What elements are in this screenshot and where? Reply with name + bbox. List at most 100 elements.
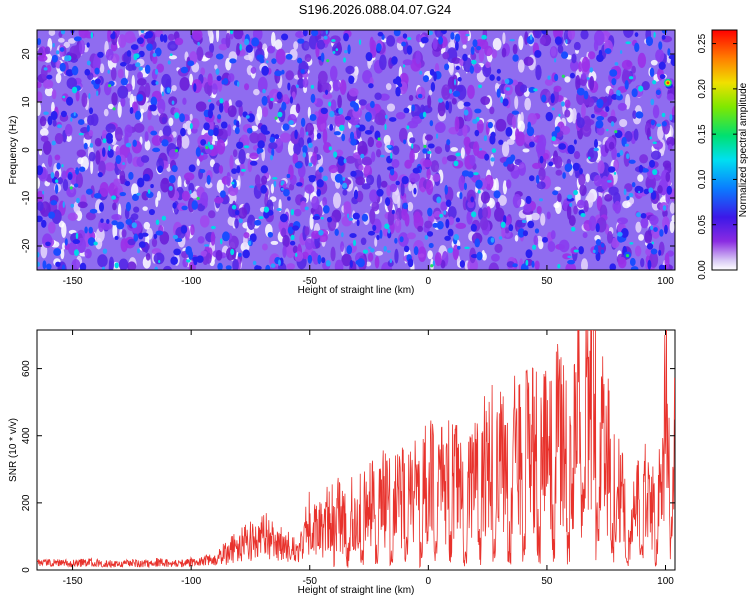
spectrogram-blob — [472, 39, 478, 48]
spectrogram-blob — [317, 70, 328, 85]
spectrogram-blob — [608, 141, 615, 150]
spectrogram-blob — [295, 84, 299, 88]
spectrogram-blob — [42, 140, 52, 155]
spectrogram-blob — [511, 110, 520, 115]
spectrogram-blob — [217, 262, 223, 270]
spectrogram-blob — [511, 115, 517, 129]
spectrogram-blob — [64, 238, 68, 246]
spectrogram-blob — [528, 86, 536, 93]
spectrogram-blob — [391, 209, 395, 215]
spectrogram-blob — [296, 182, 303, 187]
spectrogram-blob — [339, 176, 344, 185]
spectrogram-blob — [205, 252, 212, 265]
spectrogram-gap — [657, 125, 664, 141]
spectrogram-blob — [512, 54, 519, 62]
spectrogram-blob — [231, 204, 237, 210]
spectrogram-blob — [161, 177, 169, 185]
spectrogram-gap — [57, 37, 65, 43]
spectrogram-blob — [168, 175, 176, 184]
spectrogram-blob — [297, 57, 303, 64]
spectrogram-blob — [76, 197, 80, 204]
spectrogram-blob — [282, 234, 290, 248]
spectrogram-blob — [432, 222, 439, 228]
spectrogram-blob — [368, 83, 374, 89]
spectrogram-blob — [490, 157, 495, 162]
spectrogram-blob — [643, 188, 650, 195]
spectrogram-blob — [500, 221, 506, 228]
spectrogram-blob — [557, 44, 564, 54]
spectrogram-blob — [595, 238, 602, 246]
spectrogram-blob — [406, 232, 416, 240]
spectrogram-blob — [44, 46, 51, 55]
spectrogram-blob — [329, 65, 338, 81]
spectrogram-blob — [664, 252, 670, 269]
spectrogram-blob — [43, 111, 49, 116]
spectrogram-blob — [43, 67, 48, 71]
spectrogram-blob — [213, 162, 221, 174]
spectrogram-gap — [481, 252, 487, 261]
spectrogram-blob — [70, 203, 74, 208]
spectrogram-blob — [407, 37, 412, 41]
spectrogram-blob — [47, 115, 53, 126]
spectrogram-blob — [646, 242, 654, 250]
spectrogram-blob — [546, 211, 551, 220]
spectrogram-gap — [253, 88, 260, 96]
spectrogram-blob — [308, 174, 317, 180]
spectrogram-blob — [84, 68, 91, 76]
spectrogram-blob — [554, 58, 557, 63]
snr-frame — [36, 329, 676, 571]
spectrogram-blob — [228, 235, 239, 250]
spectrogram-blob — [138, 66, 143, 71]
spectrogram-blob — [115, 154, 122, 165]
spectrogram-blob — [611, 78, 617, 86]
spectrogram-blob — [532, 162, 542, 170]
spectrogram-blob — [659, 74, 666, 80]
spectrogram-gap — [450, 147, 459, 152]
spectrogram-blob — [111, 92, 118, 106]
spectrogram-blob — [174, 149, 179, 153]
spectrogram-blob — [312, 253, 320, 265]
spectrogram-gap — [55, 72, 62, 84]
spectrogram-blob — [50, 171, 55, 179]
colorbar-tick-label: 0.10 — [697, 169, 708, 189]
spectrogram-blob — [107, 148, 114, 158]
spectrogram-blob — [564, 99, 571, 108]
spectrogram-blob — [86, 124, 90, 132]
spectrogram-blob — [609, 69, 618, 77]
spectrogram-blob — [420, 36, 429, 44]
spectrogram-blob — [120, 77, 128, 86]
spectrogram-blob — [479, 148, 483, 151]
spectrogram-blob — [427, 143, 435, 149]
spectrogram-blob — [277, 111, 283, 118]
spectrogram-blob — [232, 149, 238, 158]
spectrogram-gap — [207, 30, 213, 38]
spectrogram-blob — [149, 104, 157, 112]
spectrogram-blob — [271, 148, 275, 157]
spectrogram-blob — [453, 160, 459, 167]
spectrogram-blob — [534, 50, 542, 58]
spectrogram-blob — [274, 137, 284, 154]
spectrogram-blob — [545, 111, 553, 122]
spectrogram-blob — [161, 117, 167, 124]
spectrogram-blob — [55, 50, 60, 55]
spectrogram-gap — [307, 106, 311, 119]
spectrogram-blob — [132, 139, 137, 147]
spectrogram-blob — [121, 229, 127, 238]
spectrogram-blob — [203, 122, 210, 131]
spectrogram-blob — [364, 129, 373, 135]
spectrogram-gap — [155, 197, 159, 208]
spectrogram-blob — [269, 136, 275, 143]
spectrogram-blob — [564, 109, 571, 118]
spectrogram-blob — [375, 149, 382, 158]
spectrogram-blob — [88, 93, 91, 99]
spectrogram-blob — [37, 215, 43, 223]
spectrogram-blob — [150, 96, 158, 107]
spectrogram-blob — [77, 119, 85, 126]
spectrogram-blob — [579, 184, 587, 196]
spectrogram-blob — [432, 173, 441, 182]
spectrogram-blob — [260, 184, 268, 194]
spectrogram-blob — [551, 136, 556, 142]
spectrogram-blob — [37, 251, 40, 258]
spectrogram-blob — [536, 181, 546, 190]
spectrogram-blob — [120, 97, 126, 107]
